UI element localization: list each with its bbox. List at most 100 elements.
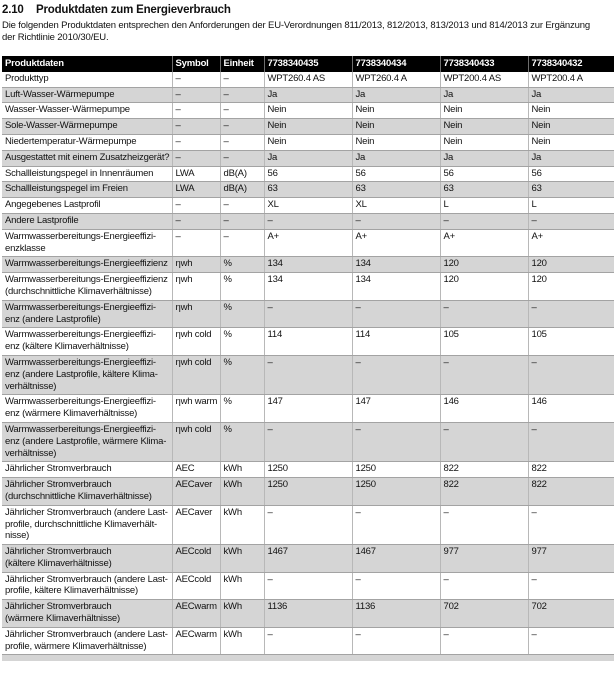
value-cell: 1250	[352, 477, 441, 506]
symbol-cell: ηwh	[172, 300, 221, 329]
symbol-cell: –	[172, 150, 221, 167]
value-cell: 120	[528, 256, 614, 274]
value-cell: 977	[528, 544, 614, 573]
table-row: Warmwasserbereitungs-Energieeffizi- enz …	[2, 327, 614, 356]
unit-cell: %	[220, 422, 265, 463]
unit-cell: dB(A)	[220, 181, 265, 199]
value-cell: –	[528, 627, 614, 656]
value-cell: –	[528, 213, 614, 230]
value-cell: Ja	[352, 87, 441, 104]
value-cell: A+	[440, 229, 529, 258]
unit-cell: kWh	[220, 544, 265, 573]
value-cell: –	[440, 572, 529, 601]
value-cell: 105	[528, 327, 614, 356]
product-data-label: Jährlicher Stromverbrauch (kältere Klima…	[2, 544, 173, 573]
product-data-label: Andere Lastprofile	[2, 213, 173, 230]
value-cell: L	[528, 197, 614, 214]
value-cell: 1136	[264, 599, 353, 628]
value-cell: –	[264, 213, 353, 230]
table-row: Jährlicher Stromverbrauch (andere Last- …	[2, 505, 614, 546]
section-number: 2.10	[2, 4, 24, 16]
product-data-label: Sole-Wasser-Wärmepumpe	[2, 118, 173, 135]
unit-cell: –	[220, 229, 265, 258]
value-cell: Nein	[264, 118, 353, 135]
table-row: Warmwasserbereitungs-Energieeffizi- enz …	[2, 355, 614, 396]
value-cell: 63	[440, 181, 529, 199]
value-cell: 134	[264, 272, 353, 301]
table-row: Andere Lastprofile – – – – – –	[2, 213, 614, 230]
symbol-cell: ηwh cold	[172, 355, 221, 396]
value-cell: 822	[440, 477, 529, 506]
value-cell: –	[528, 505, 614, 546]
value-cell: 114	[264, 327, 353, 356]
product-data-label: Ausgestattet mit einem Zusatzheizgerät?	[2, 150, 173, 167]
unit-cell: –	[220, 102, 265, 120]
value-cell: Nein	[352, 134, 441, 151]
value-cell: Ja	[440, 150, 529, 167]
value-cell: –	[440, 422, 529, 463]
symbol-cell: AECcold	[172, 572, 221, 601]
symbol-cell: ηwh warm	[172, 394, 221, 423]
table-row: Warmwasserbereitungs-Energieeffizi- enz …	[2, 422, 614, 463]
value-cell: 147	[264, 394, 353, 423]
table-row: Jährlicher Stromverbrauch (kältere Klima…	[2, 544, 614, 573]
unit-cell: –	[220, 87, 265, 104]
symbol-cell: ηwh cold	[172, 327, 221, 356]
unit-cell: kWh	[220, 627, 265, 656]
product-data-label: Jährlicher Stromverbrauch (durchschnittl…	[2, 477, 173, 506]
intro-paragraph: Die folgenden Produktdaten entsprechen d…	[2, 20, 590, 43]
unit-cell: –	[220, 71, 265, 88]
table-row: Schallleistungspegel im Freien LWA dB(A) 63…	[2, 181, 614, 199]
table-row: Jährlicher Stromverbrauch (andere Last- …	[2, 572, 614, 601]
value-cell: 1136	[352, 599, 441, 628]
unit-cell: kWh	[220, 572, 265, 601]
table-row: Jährlicher Stromverbrauch (andere Last- …	[2, 627, 614, 656]
symbol-cell: ηwh cold	[172, 422, 221, 463]
symbol-cell: AECwarm	[172, 599, 221, 628]
product-data-label: Schallleistungspegel in Innenräumen	[2, 166, 173, 183]
next-row-cutoff	[2, 655, 614, 662]
table-row: Jährlicher Stromverbrauch (durchschnittl…	[2, 477, 614, 506]
value-cell: WPT260.4 A	[352, 71, 441, 88]
product-data-label: Angegebenes Lastprofil	[2, 197, 173, 214]
product-data-label: Niedertemperatur-Wärmepumpe	[2, 134, 173, 151]
symbol-cell: AECwarm	[172, 627, 221, 656]
value-cell: 977	[440, 544, 529, 573]
product-data-label: Warmwasserbereitungs-Energieeffizi- enzk…	[2, 229, 173, 258]
value-cell: WPT200.4 A	[528, 71, 614, 88]
unit-cell: %	[220, 256, 265, 274]
value-cell: –	[528, 422, 614, 463]
table-row: Warmwasserbereitungs-Energieeffizi- enzk…	[2, 229, 614, 258]
unit-cell: kWh	[220, 461, 265, 479]
value-cell: 1250	[264, 461, 353, 479]
product-data-table: Produktdaten Symbol Einheit 7738340435 7…	[2, 56, 614, 656]
value-cell: A+	[264, 229, 353, 258]
value-cell: –	[264, 355, 353, 396]
value-cell: –	[528, 572, 614, 601]
value-cell: –	[264, 627, 353, 656]
unit-cell: –	[220, 197, 265, 214]
value-cell: –	[528, 300, 614, 329]
symbol-cell: LWA	[172, 181, 221, 199]
product-data-label: Jährlicher Stromverbrauch (andere Last- …	[2, 627, 173, 656]
unit-cell: kWh	[220, 477, 265, 506]
value-cell: Ja	[440, 87, 529, 104]
document-page: 2.10 Produktdaten zum Energieverbrauch D…	[2, 4, 614, 662]
value-cell: 1467	[264, 544, 353, 573]
product-data-label: Warmwasserbereitungs-Energieeffizi- enz …	[2, 422, 173, 463]
value-cell: –	[264, 505, 353, 546]
product-data-label: Wasser-Wasser-Wärmepumpe	[2, 102, 173, 120]
unit-cell: %	[220, 355, 265, 396]
product-data-label: Jährlicher Stromverbrauch (andere Last- …	[2, 505, 173, 546]
product-data-label: Warmwasserbereitungs-Energieeffizienz (d…	[2, 272, 173, 301]
value-cell: 105	[440, 327, 529, 356]
value-cell: –	[352, 300, 441, 329]
value-cell: Nein	[440, 134, 529, 151]
value-cell: –	[528, 355, 614, 396]
value-cell: –	[264, 422, 353, 463]
table-row: Wasser-Wasser-Wärmepumpe – – Nein Nein Nein Ne…	[2, 102, 614, 120]
table-row: Jährlicher Stromverbrauch AEC kWh 1250 1250 8…	[2, 461, 614, 479]
table-row: Warmwasserbereitungs-Energieeffizienz ηwh…	[2, 256, 614, 274]
unit-cell: %	[220, 327, 265, 356]
table-row: Warmwasserbereitungs-Energieeffizienz (d…	[2, 272, 614, 301]
